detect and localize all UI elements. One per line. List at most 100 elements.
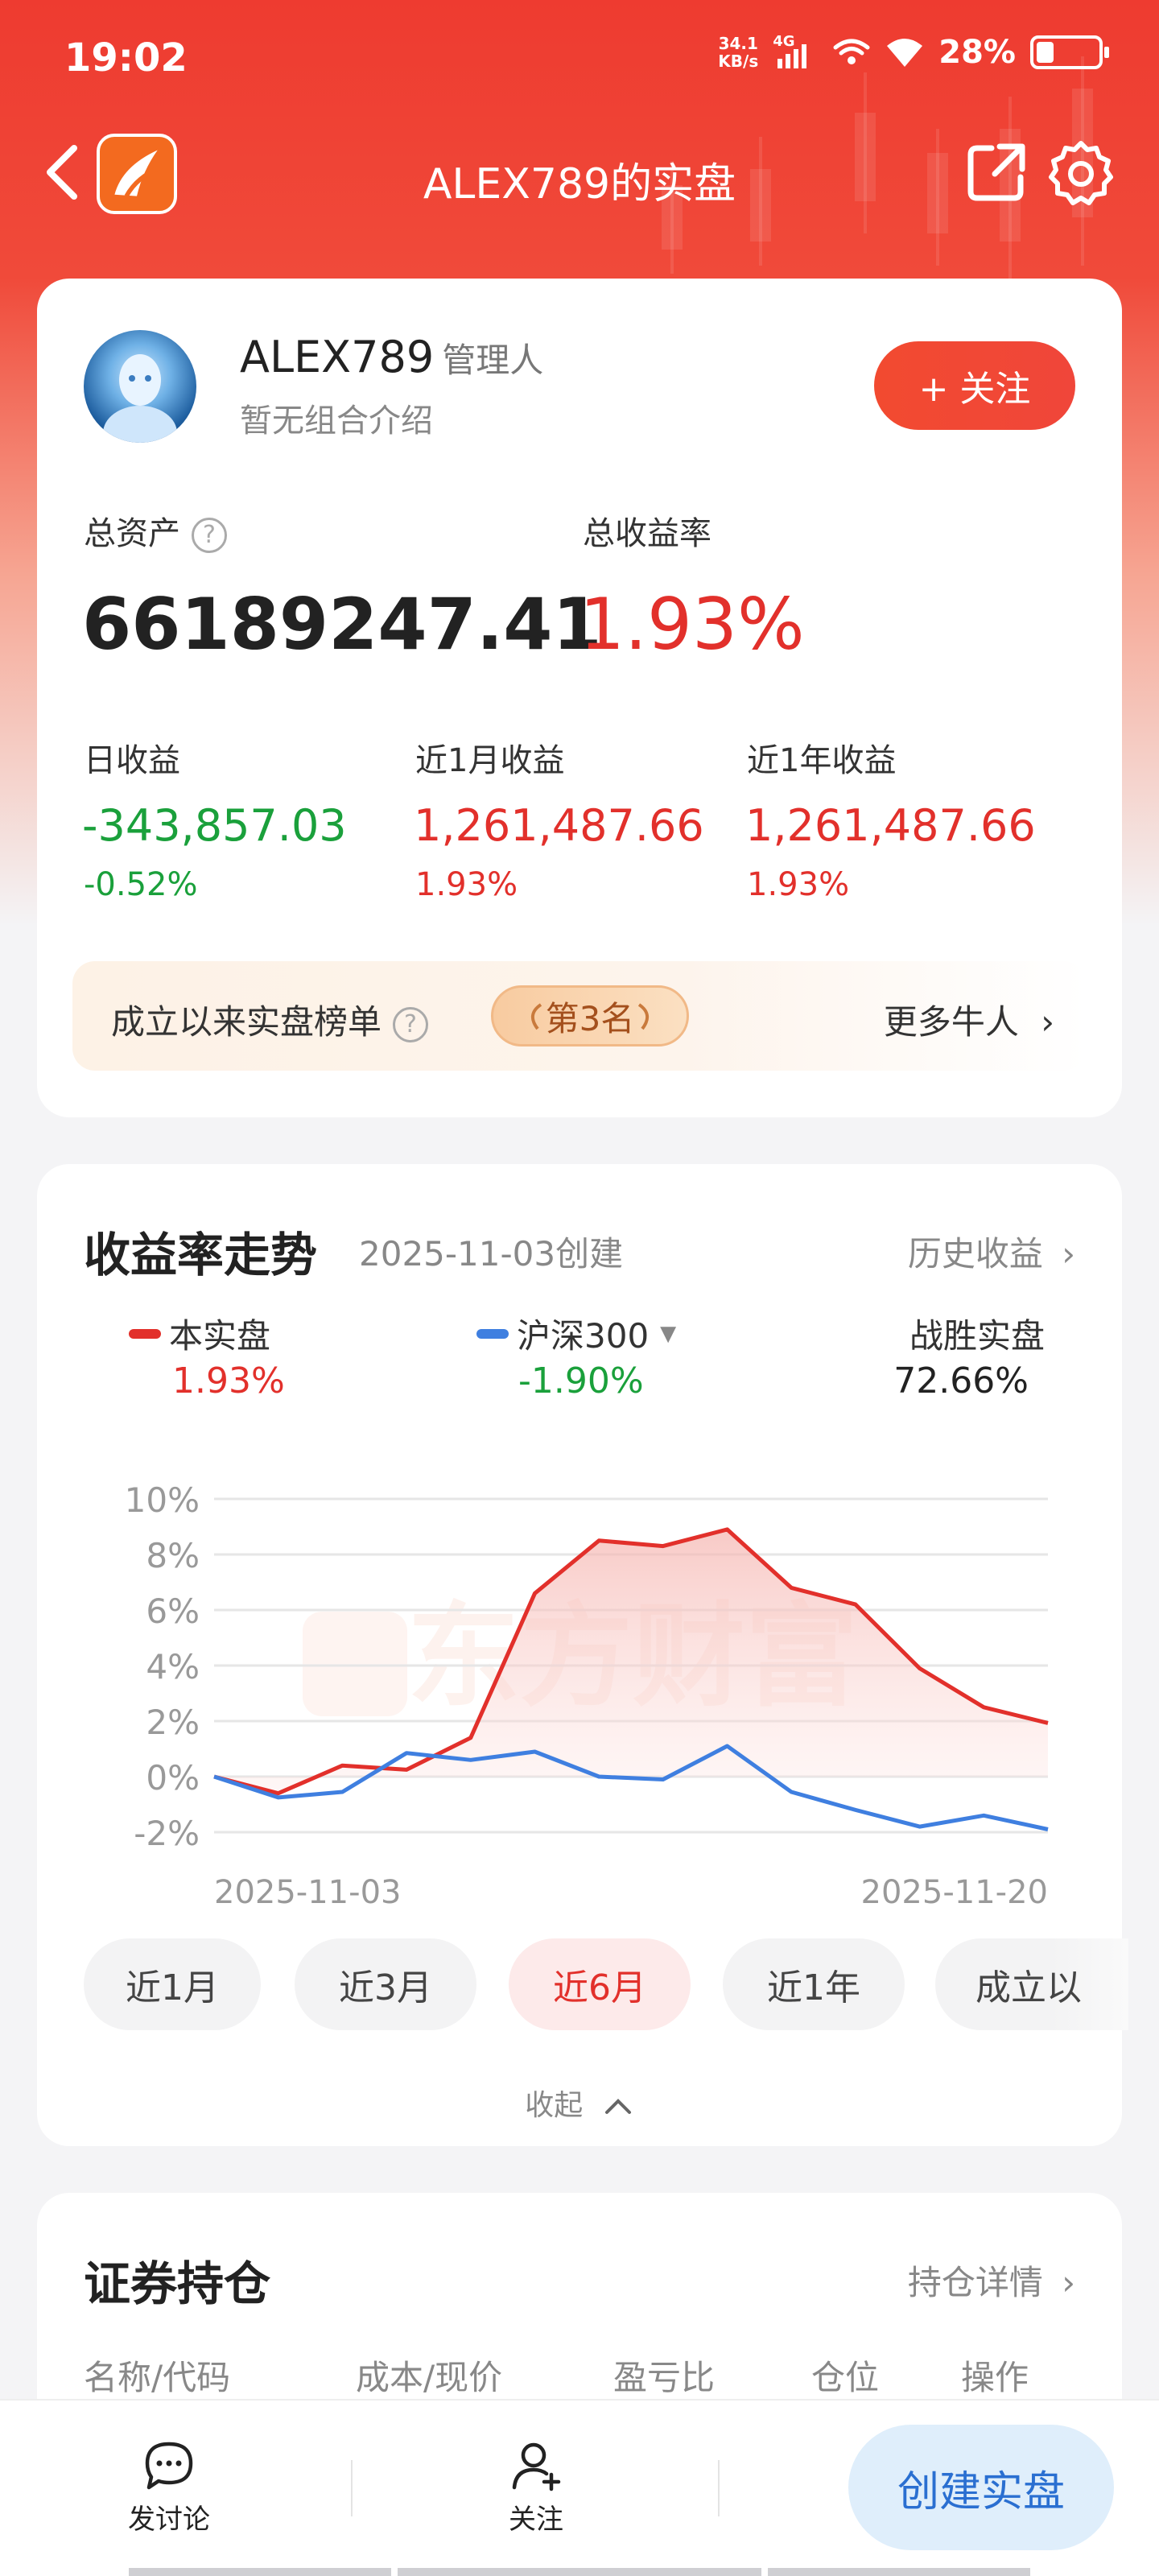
chevron-right-icon: › xyxy=(1041,1002,1054,1042)
network-type: 4G xyxy=(773,33,795,50)
cellular-signal-icon: 4G xyxy=(773,33,818,68)
legend-portfolio: 本实盘 xyxy=(129,1309,270,1358)
ranking-label: 成立以来实盘榜单 xyxy=(111,1002,382,1042)
period-tab-4[interactable]: 近1年 xyxy=(723,1938,905,2030)
avatar[interactable] xyxy=(84,330,196,443)
wifi-call-icon xyxy=(833,39,870,64)
column-position: 仓位 xyxy=(811,2358,880,2397)
column-action: 操作 xyxy=(961,2358,1029,2397)
total-assets-value: 66189247.41 xyxy=(82,583,602,666)
x-end-label: 2025-11-20 xyxy=(861,1874,1048,1911)
app-logo-icon xyxy=(97,134,177,214)
history-return-link[interactable]: 历史收益 › xyxy=(908,1227,1075,1276)
y-tick-label: -2% xyxy=(134,1814,200,1853)
legend-swatch-blue xyxy=(476,1328,509,1339)
navigation-bar: ALEX789的实盘 xyxy=(0,129,1159,217)
column-cost: 成本/现价 xyxy=(356,2358,503,2397)
total-assets-label: 总资产 xyxy=(84,515,180,552)
period-tab-2[interactable]: 近3月 xyxy=(295,1938,476,2030)
daily-return-value: -343,857.03 xyxy=(82,800,347,851)
rank-badge: 第3名 xyxy=(491,985,689,1046)
win-value: 72.66% xyxy=(893,1360,1029,1402)
help-icon[interactable]: ? xyxy=(393,1006,429,1042)
create-portfolio-button[interactable]: 创建实盘 xyxy=(848,2425,1114,2550)
home-indicator xyxy=(768,2568,1030,2576)
legend-portfolio-value: 1.93% xyxy=(172,1360,285,1402)
total-assets-label-row: 总资产? xyxy=(84,507,227,554)
month-return-pct: 1.93% xyxy=(415,866,518,903)
watermark-logo xyxy=(303,1612,407,1716)
user-role: 管理人 xyxy=(442,341,544,380)
collapse-label: 收起 xyxy=(525,2089,584,2122)
legend-swatch-red xyxy=(129,1328,161,1339)
period-tab-3[interactable]: 近6月 xyxy=(509,1938,691,2030)
created-date: 2025-11-03创建 xyxy=(359,1234,624,1274)
total-return-value: 1.93% xyxy=(580,583,805,666)
network-speed-value: 34.1 xyxy=(718,34,758,53)
share-icon[interactable] xyxy=(963,138,1030,206)
discuss-button[interactable]: 发讨论 xyxy=(89,2438,250,2537)
holdings-detail-label: 持仓详情 xyxy=(907,2263,1043,2302)
holdings-detail-link[interactable]: 持仓详情 › xyxy=(908,2256,1075,2305)
follow-bottom-label: 关注 xyxy=(509,2504,563,2536)
status-time: 19:02 xyxy=(64,35,188,80)
separator xyxy=(718,2460,720,2516)
help-icon[interactable]: ? xyxy=(192,518,227,553)
profile-card: ALEX789 管理人 暂无组合介绍 + 关注 总资产? 总收益率 6618924… xyxy=(37,279,1122,1117)
more-traders-link[interactable]: 更多牛人 › xyxy=(884,995,1054,1044)
x-start-label: 2025-11-03 xyxy=(214,1874,401,1911)
legend-portfolio-name: 本实盘 xyxy=(169,1316,271,1356)
y-tick-label: 4% xyxy=(146,1647,200,1686)
daily-return-pct: -0.52% xyxy=(84,866,198,903)
home-indicator xyxy=(129,2568,391,2576)
network-speed-unit: KB/s xyxy=(718,52,759,71)
legend-benchmark-name: 沪深300 xyxy=(517,1316,650,1356)
battery-percent: 28% xyxy=(938,34,1016,71)
rank-badge-text: 第3名 xyxy=(545,998,635,1038)
collapse-toggle[interactable]: 收起 xyxy=(37,2082,1122,2124)
y-tick-label: 6% xyxy=(146,1591,200,1631)
network-speed: 34.1 KB/s xyxy=(718,35,758,70)
bottom-action-bar: 发讨论 关注 创建实盘 xyxy=(0,2399,1159,2576)
period-tab-1[interactable]: 近1月 xyxy=(84,1938,261,2030)
user-name-row: ALEX789 管理人 xyxy=(240,332,543,382)
legend-benchmark-value: -1.90% xyxy=(518,1360,644,1402)
more-traders-label: 更多牛人 xyxy=(883,1002,1019,1042)
win-label: 战胜实盘 xyxy=(909,1316,1045,1356)
y-tick-label: 10% xyxy=(125,1480,200,1520)
chevron-right-icon: › xyxy=(1062,2263,1075,2302)
wifi-icon xyxy=(887,39,923,67)
chevron-up-icon xyxy=(604,2099,631,2114)
gear-icon[interactable] xyxy=(1045,137,1117,209)
holdings-title: 证券持仓 xyxy=(84,2256,271,2311)
battery-icon xyxy=(1030,35,1109,69)
follow-bottom-button[interactable]: 关注 xyxy=(456,2438,617,2537)
user-name: ALEX789 xyxy=(240,332,435,382)
discuss-label: 发讨论 xyxy=(128,2504,210,2536)
series-line-benchmark xyxy=(213,1744,1049,1831)
series-area-portfolio xyxy=(214,1529,1048,1794)
series-line-portfolio xyxy=(213,1527,1049,1796)
legend-benchmark[interactable]: 沪深300 ▼ xyxy=(476,1309,676,1358)
month-return-value: 1,261,487.66 xyxy=(414,800,704,851)
ranking-banner[interactable]: 成立以来实盘榜单? 第3名 更多牛人 › xyxy=(72,961,1087,1071)
chat-bubble-icon xyxy=(145,2442,193,2490)
daily-return-label: 日收益 xyxy=(84,742,180,779)
laurel-right-icon xyxy=(638,1003,650,1030)
ranking-label-row: 成立以来实盘榜单? xyxy=(111,995,429,1044)
period-tab-5[interactable]: 成立以 xyxy=(935,1938,1128,2030)
portfolio-intro: 暂无组合介绍 xyxy=(240,402,433,440)
trend-title: 收益率走势 xyxy=(84,1228,318,1282)
page-title: ALEX789的实盘 xyxy=(423,160,736,208)
month-return-label: 近1月收益 xyxy=(415,742,565,779)
back-arrow-icon[interactable] xyxy=(35,140,92,204)
follow-button[interactable]: + 关注 xyxy=(874,341,1075,430)
separator xyxy=(351,2460,353,2516)
laurel-left-icon xyxy=(530,1003,542,1030)
home-indicator xyxy=(398,2568,761,2576)
return-trend-card: 收益率走势 2025-11-03创建 历史收益 › 本实盘 1.93% 沪深30… xyxy=(37,1164,1128,2146)
y-tick-label: 2% xyxy=(146,1703,200,1742)
y-tick-label: 8% xyxy=(146,1536,200,1575)
column-name: 名称/代码 xyxy=(84,2358,231,2397)
